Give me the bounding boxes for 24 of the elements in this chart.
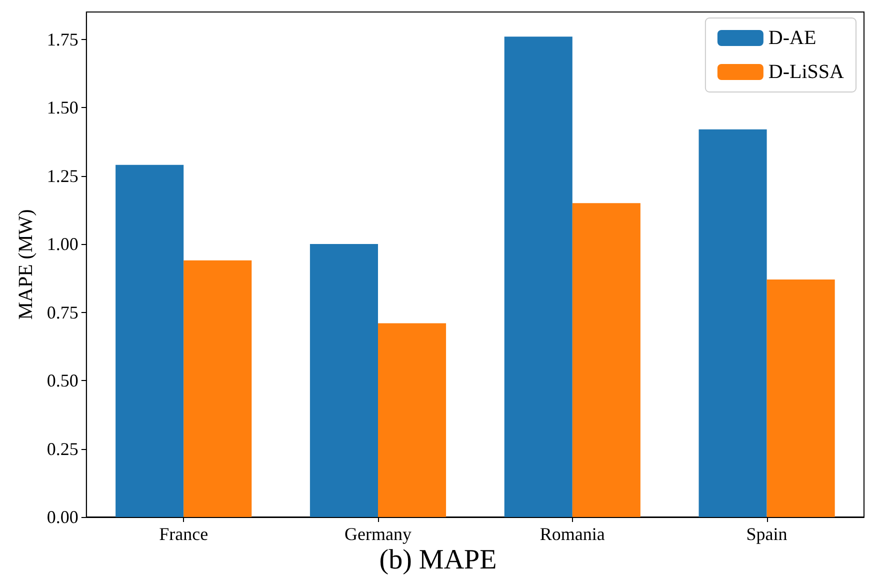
x-tick-label: Romania [540, 524, 605, 544]
bar [184, 260, 252, 517]
bar [310, 244, 378, 517]
x-tick-label: Spain [746, 524, 788, 544]
y-tick-label: 1.50 [46, 98, 78, 118]
y-tick-label: 1.25 [46, 166, 78, 186]
legend-label: D-LiSSA [768, 61, 845, 83]
bar [378, 323, 446, 517]
bar [572, 203, 640, 517]
bar [504, 36, 572, 517]
bar [116, 164, 184, 517]
legend-label: D-AE [768, 27, 816, 49]
x-tick-label: Germany [344, 524, 412, 544]
y-tick-label: 0.50 [46, 370, 78, 391]
y-tick-label: 0.25 [46, 438, 78, 459]
bar [766, 280, 835, 517]
x-tick-label: France [159, 524, 208, 544]
text: (b) MAPE [379, 544, 497, 576]
y-tick-label: 1.75 [46, 29, 78, 50]
y-tick-label: 1.00 [46, 234, 78, 254]
y-tick-label: 0.75 [46, 302, 78, 322]
y-axis-title: MAPE (MW) [15, 209, 37, 320]
y-tick-label: 0.00 [46, 507, 78, 527]
bar [698, 129, 767, 517]
